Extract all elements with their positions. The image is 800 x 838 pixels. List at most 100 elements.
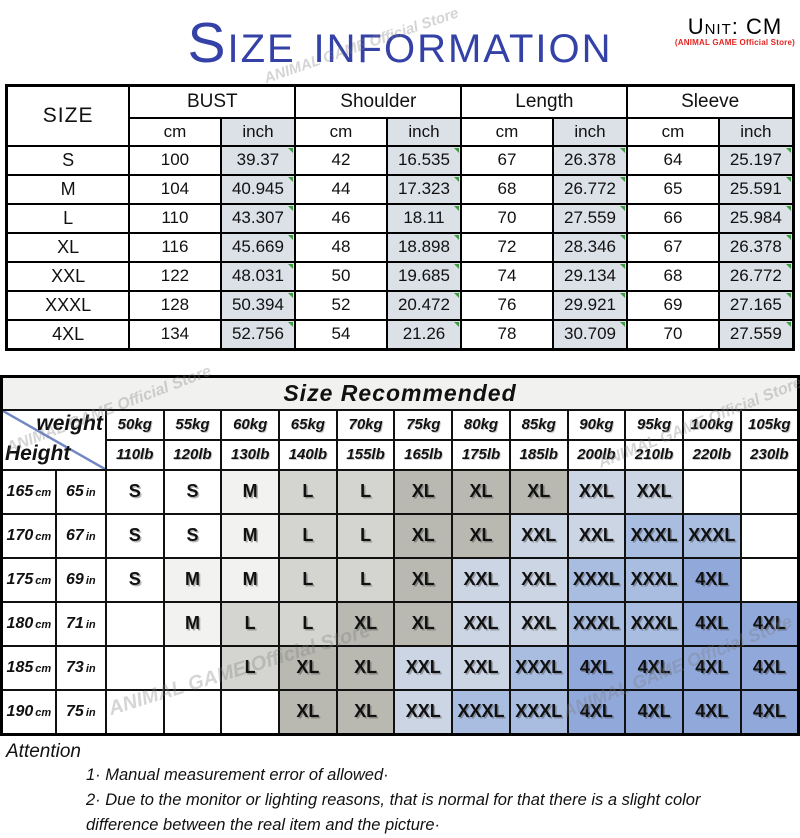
height-in-label: 71 in [54,600,107,647]
recommended-size-cell: 4XL [681,556,742,603]
inch-value-cell: 28.346 [551,231,629,263]
inch-value-cell: 29.921 [551,289,629,321]
weight-kg-header-cell: 105kg [739,408,800,441]
size-table-body: S 100 39.37 42 16.535 67 26.378 64 25.197 M 104 40.… [5,144,795,351]
size-row-label: XXL [5,260,131,292]
recommended-size-cell: S [104,556,165,603]
size-table-row: M 104 40.945 44 17.323 68 26.772 65 25.591 [5,173,795,205]
unit-label: Unit: CM [687,14,783,39]
inch-value-cell: 21.26 [385,318,463,351]
cm-value-cell: 69 [626,289,720,321]
cm-value-cell: 70 [460,202,554,234]
inch-value-cell: 29.134 [551,260,629,292]
recommended-size-cell: XXL [508,556,569,603]
cm-value-cell: 68 [626,260,720,292]
size-table-row: XL 116 45.669 48 18.898 72 28.346 67 26.378 [5,231,795,263]
cm-value-cell: 74 [460,260,554,292]
cm-value-cell: 67 [460,144,554,176]
recommended-size-cell: M [220,556,281,603]
recommended-size-cell: XXL [393,688,454,736]
recommended-size-cell [162,688,223,736]
size-row-label: S [5,144,131,176]
cm-value-cell: 48 [294,231,388,263]
weight-kg-header-cell: 100kg [681,408,742,441]
weight-kg-header-cell: 60kg [220,408,281,441]
inch-header: inch [717,116,795,147]
size-table-row: XXL 122 48.031 50 19.685 74 29.134 68 26.772 [5,260,795,292]
recommended-size-cell: XL [335,688,396,736]
weight-lb-header-cell: 220lb [681,438,742,471]
inch-value-cell: 20.472 [385,289,463,321]
inch-header: inch [219,116,297,147]
inch-header: inch [385,116,463,147]
cm-value-cell: 70 [626,318,720,351]
cm-value-cell: 67 [626,231,720,263]
inch-value-cell: 50.394 [219,289,297,321]
recommended-size-cell: XXXL [681,512,742,559]
cm-value-cell: 122 [128,260,222,292]
height-cm-unit: cm [35,486,52,499]
height-in-unit: in [85,662,96,675]
cm-value-cell: 54 [294,318,388,351]
weight-lb-header-cell: 200lb [566,438,627,471]
cm-value-cell: 52 [294,289,388,321]
inch-value-cell: 26.378 [717,231,795,263]
cm-value-cell: 68 [460,173,554,205]
recommended-size-cell: XL [451,512,511,559]
weight-lb-header-cell: 210lb [624,438,684,471]
recommended-size-cell [739,468,800,515]
cm-header: cm [294,116,388,147]
height-cm-unit: cm [35,618,52,631]
height-cm-value: 185 [6,658,34,676]
length-header: Length [460,84,629,119]
size-row-label: XL [5,231,131,263]
height-cm-value: 170 [6,526,34,544]
height-in-value: 71 [66,614,84,632]
size-table-row: L 110 43.307 46 18.11 70 27.559 66 25.984 [5,202,795,234]
cm-value-cell: 64 [626,144,720,176]
cm-value-cell: 100 [128,144,222,176]
cm-header: cm [128,116,222,147]
size-recommend-table: Size Recommended weight Height 50kg 55kg 6… [0,374,800,736]
weight-kg-header-cell: 80kg [451,408,511,441]
unit-header-row: cm inch cm inch cm inch cm inch [7,116,795,147]
recommended-size-cell [739,512,800,559]
weight-lb-header-cell: 130lb [220,438,281,471]
recommended-size-cell: XXL [451,556,511,603]
height-in-unit: in [85,706,96,719]
height-cm-label: 185 cm [0,644,57,691]
recommended-size-cell: XL [393,512,454,559]
inch-value-cell: 27.165 [717,289,795,321]
height-in-value: 69 [66,570,84,588]
recommended-size-cell: S [104,512,165,559]
size-table-row: 4XL 134 52.756 54 21.26 78 30.709 70 27.559 [5,318,795,351]
attention-note: 1· Manual measurement error of allowed· [86,765,389,784]
size-table-row: XXXL 128 50.394 52 20.472 76 29.921 69 27.165 [5,289,795,321]
recommended-size-cell: S [162,512,223,559]
weight-lb-row: 110lb 120lb 130lb 140lb 155lb 165lb 175lb 185lb… [2,438,800,471]
sleeve-header: Sleeve [626,84,795,119]
height-cm-label: 165 cm [0,468,57,515]
height-cm-label: 175 cm [0,556,57,603]
recommended-size-cell: 4XL [739,644,800,691]
height-in-unit: in [85,574,96,587]
cm-value-cell: 65 [626,173,720,205]
recommended-size-cell: 4XL [566,644,627,691]
recommended-size-cell: S [162,468,223,515]
height-cm-value: 180 [6,614,34,632]
height-cm-value: 175 [6,570,34,588]
size-row-label: M [5,173,131,205]
height-cm-value: 165 [6,482,34,500]
recommended-size-cell: XL [393,468,454,515]
attention-title: Attention [6,740,81,762]
cm-value-cell: 50 [294,260,388,292]
recommended-size-cell: XXXL [508,644,569,691]
weight-lb-header-cell: 110lb [104,438,165,471]
inch-value-cell: 18.11 [385,202,463,234]
inch-value-cell: 27.559 [551,202,629,234]
weight-kg-header-cell: 90kg [566,408,627,441]
inch-value-cell: 26.378 [551,144,629,176]
size-corner-header: SIZE [5,84,131,147]
recommended-size-cell: L [335,468,396,515]
inch-value-cell: 25.984 [717,202,795,234]
